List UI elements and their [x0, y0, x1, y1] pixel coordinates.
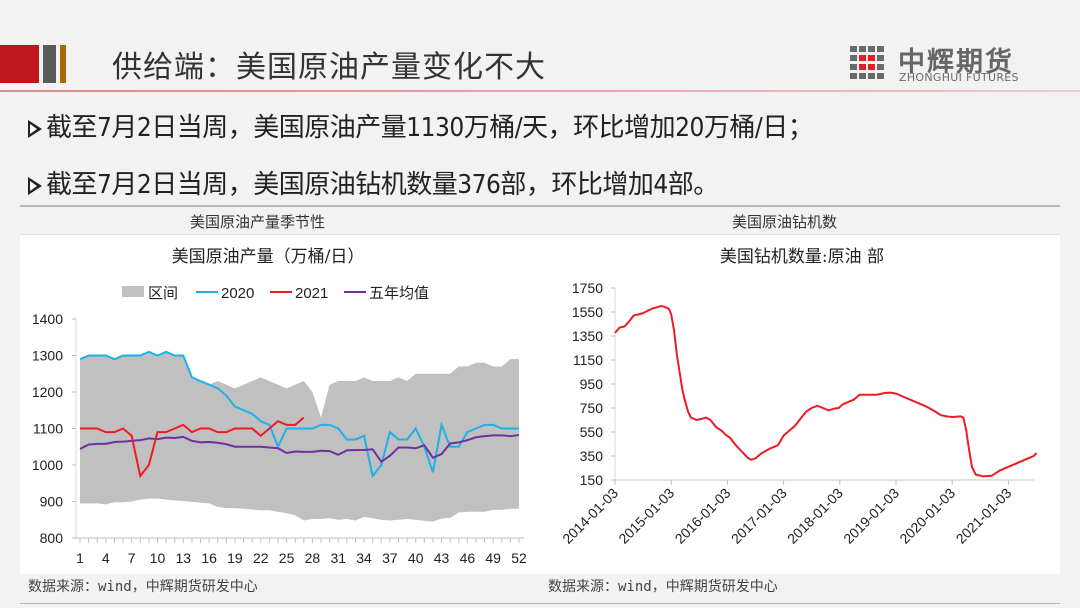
- chart-title: 美国原油产量（万桶/日）: [172, 247, 365, 267]
- header-divider: [0, 90, 1080, 92]
- chart-legend: 区间 2020 2021 五年均值: [122, 285, 429, 302]
- data-source-left: 数据来源：wind，中辉期货研发中心: [28, 579, 258, 595]
- bullet-arrow-icon: [28, 120, 42, 138]
- svg-text:1300: 1300: [32, 348, 63, 364]
- svg-text:2021: 2021: [295, 285, 328, 302]
- bullet-rig-count: 截至7月2日当周，美国原油钻机数量376部，环比增加4部。: [28, 164, 719, 201]
- svg-text:1350: 1350: [572, 328, 603, 344]
- svg-text:40: 40: [408, 550, 424, 566]
- svg-text:1100: 1100: [33, 421, 63, 437]
- production-seasonality-chart: 美国原油产量（万桶/日） 区间 2020 2021 五年均值 800900100011…: [32, 247, 527, 566]
- svg-text:1550: 1550: [572, 304, 603, 320]
- chart-axes: 800 900 1000 1100 1200 1300 1400 1 4 7 10 13 16 19 22 2…: [32, 311, 527, 566]
- chart-caption-right: 美国原油钻机数: [732, 213, 838, 231]
- header-accent-red: [0, 45, 39, 83]
- svg-text:1000: 1000: [32, 457, 63, 473]
- chart-caption-left: 美国原油产量季节性: [190, 213, 326, 231]
- section-divider: [20, 205, 1060, 207]
- svg-text:46: 46: [460, 550, 476, 566]
- rig-count-chart: 美国钻机数量:原油 部 150 350 550 750 950 1150 1350 1550 1…: [559, 247, 1038, 547]
- svg-text:2020: 2020: [221, 285, 254, 302]
- range-band-area: [80, 351, 519, 522]
- svg-text:1: 1: [76, 550, 84, 566]
- svg-text:150: 150: [580, 472, 604, 488]
- svg-text:1150: 1150: [573, 352, 603, 368]
- svg-text:19: 19: [227, 550, 243, 566]
- svg-text:区间: 区间: [148, 285, 178, 302]
- svg-text:22: 22: [253, 550, 269, 566]
- series-2021-line: [80, 416, 305, 479]
- svg-text:2015-01-03: 2015-01-03: [615, 485, 677, 547]
- chart-title: 美国钻机数量:原油 部: [720, 247, 884, 267]
- svg-text:1200: 1200: [32, 384, 63, 400]
- svg-text:16: 16: [201, 550, 217, 566]
- svg-text:4: 4: [102, 550, 110, 566]
- page-title: 供给端：美国原油产量变化不大: [112, 50, 546, 85]
- svg-text:7: 7: [128, 550, 136, 566]
- series-five-year-avg-line: [79, 434, 520, 464]
- logo-chinese-name: 中辉期货: [898, 47, 1014, 78]
- bullet-text: 截至7月2日当周，美国原油钻机数量376部，环比增加4部。: [46, 170, 719, 200]
- svg-text:350: 350: [580, 448, 604, 464]
- svg-text:2020-01-03: 2020-01-03: [896, 485, 958, 547]
- rig-count-line: [614, 304, 1038, 478]
- svg-text:43: 43: [434, 550, 450, 566]
- svg-text:2014-01-03: 2014-01-03: [559, 485, 621, 547]
- bullet-text: 截至7月2日当周，美国原油产量1130万桶/天，环比增加20万桶/日；: [46, 113, 814, 143]
- logo-grid-icon: [850, 46, 888, 80]
- svg-text:550: 550: [580, 424, 604, 440]
- header-accent-gray: [43, 45, 56, 83]
- svg-text:13: 13: [176, 550, 192, 566]
- svg-text:五年均值: 五年均值: [369, 285, 429, 302]
- bullet-arrow-icon: [28, 177, 42, 195]
- svg-text:25: 25: [279, 550, 295, 566]
- series-2020-line: [79, 350, 519, 479]
- data-source-right: 数据来源：wind，中辉期货研发中心: [548, 579, 778, 595]
- svg-text:900: 900: [40, 494, 64, 510]
- svg-text:37: 37: [382, 550, 398, 566]
- svg-text:1400: 1400: [32, 311, 63, 327]
- svg-text:28: 28: [305, 550, 321, 566]
- footer-divider: [20, 603, 1060, 604]
- svg-text:750: 750: [580, 400, 604, 416]
- legend-swatch-range: [122, 286, 144, 297]
- svg-text:52: 52: [511, 550, 527, 566]
- svg-text:34: 34: [356, 550, 372, 566]
- svg-text:2017-01-03: 2017-01-03: [728, 485, 790, 547]
- svg-text:2018-01-03: 2018-01-03: [784, 485, 846, 547]
- header-accent-gold: [60, 45, 66, 83]
- svg-text:800: 800: [40, 530, 64, 546]
- svg-text:1750: 1750: [572, 280, 603, 296]
- svg-text:31: 31: [330, 550, 346, 566]
- slide-header: 供给端：美国原油产量变化不大 中辉期货 ZHONGHUI FUTURES: [0, 0, 1080, 92]
- svg-text:2019-01-03: 2019-01-03: [840, 485, 902, 547]
- svg-text:2016-01-03: 2016-01-03: [672, 485, 734, 547]
- svg-text:2021-01-03: 2021-01-03: [953, 485, 1015, 547]
- svg-text:49: 49: [485, 550, 501, 566]
- logo-english-name: ZHONGHUI FUTURES: [899, 71, 1019, 84]
- svg-text:950: 950: [580, 376, 604, 392]
- bullet-production: 截至7月2日当周，美国原油产量1130万桶/天，环比增加20万桶/日；: [28, 107, 814, 144]
- svg-text:10: 10: [150, 550, 166, 566]
- company-logo: 中辉期货 ZHONGHUI FUTURES: [850, 44, 1040, 86]
